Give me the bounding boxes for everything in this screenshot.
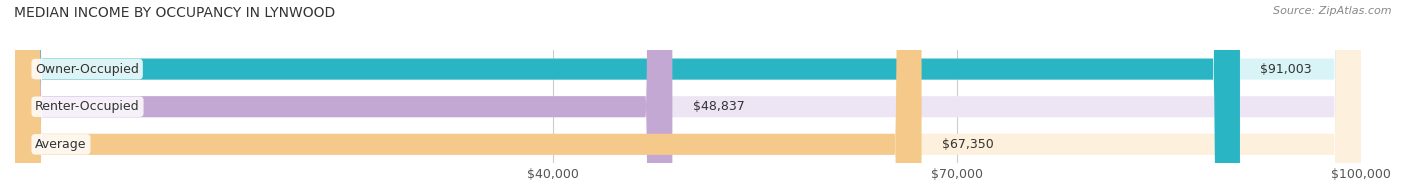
FancyBboxPatch shape [15, 0, 921, 196]
FancyBboxPatch shape [15, 0, 1361, 196]
Text: $91,003: $91,003 [1260, 63, 1312, 76]
FancyBboxPatch shape [15, 0, 1361, 196]
Text: $67,350: $67,350 [942, 138, 994, 151]
Text: Source: ZipAtlas.com: Source: ZipAtlas.com [1274, 6, 1392, 16]
Text: MEDIAN INCOME BY OCCUPANCY IN LYNWOOD: MEDIAN INCOME BY OCCUPANCY IN LYNWOOD [14, 6, 335, 20]
FancyBboxPatch shape [15, 0, 1240, 196]
FancyBboxPatch shape [15, 0, 672, 196]
FancyBboxPatch shape [15, 0, 1361, 196]
Text: Owner-Occupied: Owner-Occupied [35, 63, 139, 76]
Text: $48,837: $48,837 [693, 100, 744, 113]
Text: Renter-Occupied: Renter-Occupied [35, 100, 139, 113]
Text: Average: Average [35, 138, 87, 151]
